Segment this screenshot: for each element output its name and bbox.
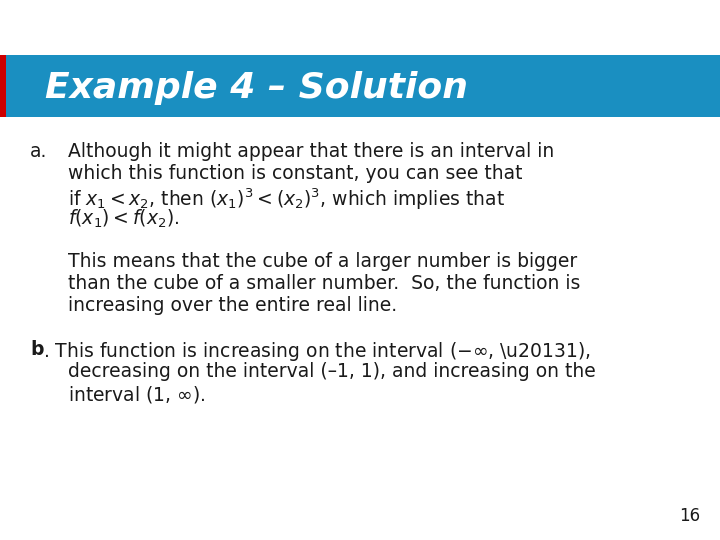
Bar (0, 55, 6, 117)
Text: Although it might appear that there is an interval in: Although it might appear that there is a… (68, 142, 554, 161)
Text: decreasing on the interval (–1, 1), and increasing on the: decreasing on the interval (–1, 1), and … (68, 362, 595, 381)
Text: . This function is increasing on the interval ($-\infty$, \u20131),: . This function is increasing on the int… (43, 340, 591, 363)
Text: This means that the cube of a larger number is bigger: This means that the cube of a larger num… (68, 252, 577, 271)
Text: 16: 16 (679, 507, 700, 525)
Text: a.: a. (30, 142, 48, 161)
Text: Example 4 – Solution: Example 4 – Solution (45, 71, 468, 105)
Text: increasing over the entire real line.: increasing over the entire real line. (68, 296, 397, 315)
Text: than the cube of a smaller number.  So, the function is: than the cube of a smaller number. So, t… (68, 274, 580, 293)
Text: interval (1, $\infty$).: interval (1, $\infty$). (68, 384, 205, 405)
Bar (0, 55, 720, 117)
Text: if $x_1 < x_2$, then $(x_1)^3 < (x_2)^3$, which implies that: if $x_1 < x_2$, then $(x_1)^3 < (x_2)^3$… (68, 186, 505, 212)
Text: b: b (30, 340, 43, 359)
Text: which this function is constant, you can see that: which this function is constant, you can… (68, 164, 523, 183)
Text: $f(x_1) < f(x_2)$.: $f(x_1) < f(x_2)$. (68, 208, 179, 230)
